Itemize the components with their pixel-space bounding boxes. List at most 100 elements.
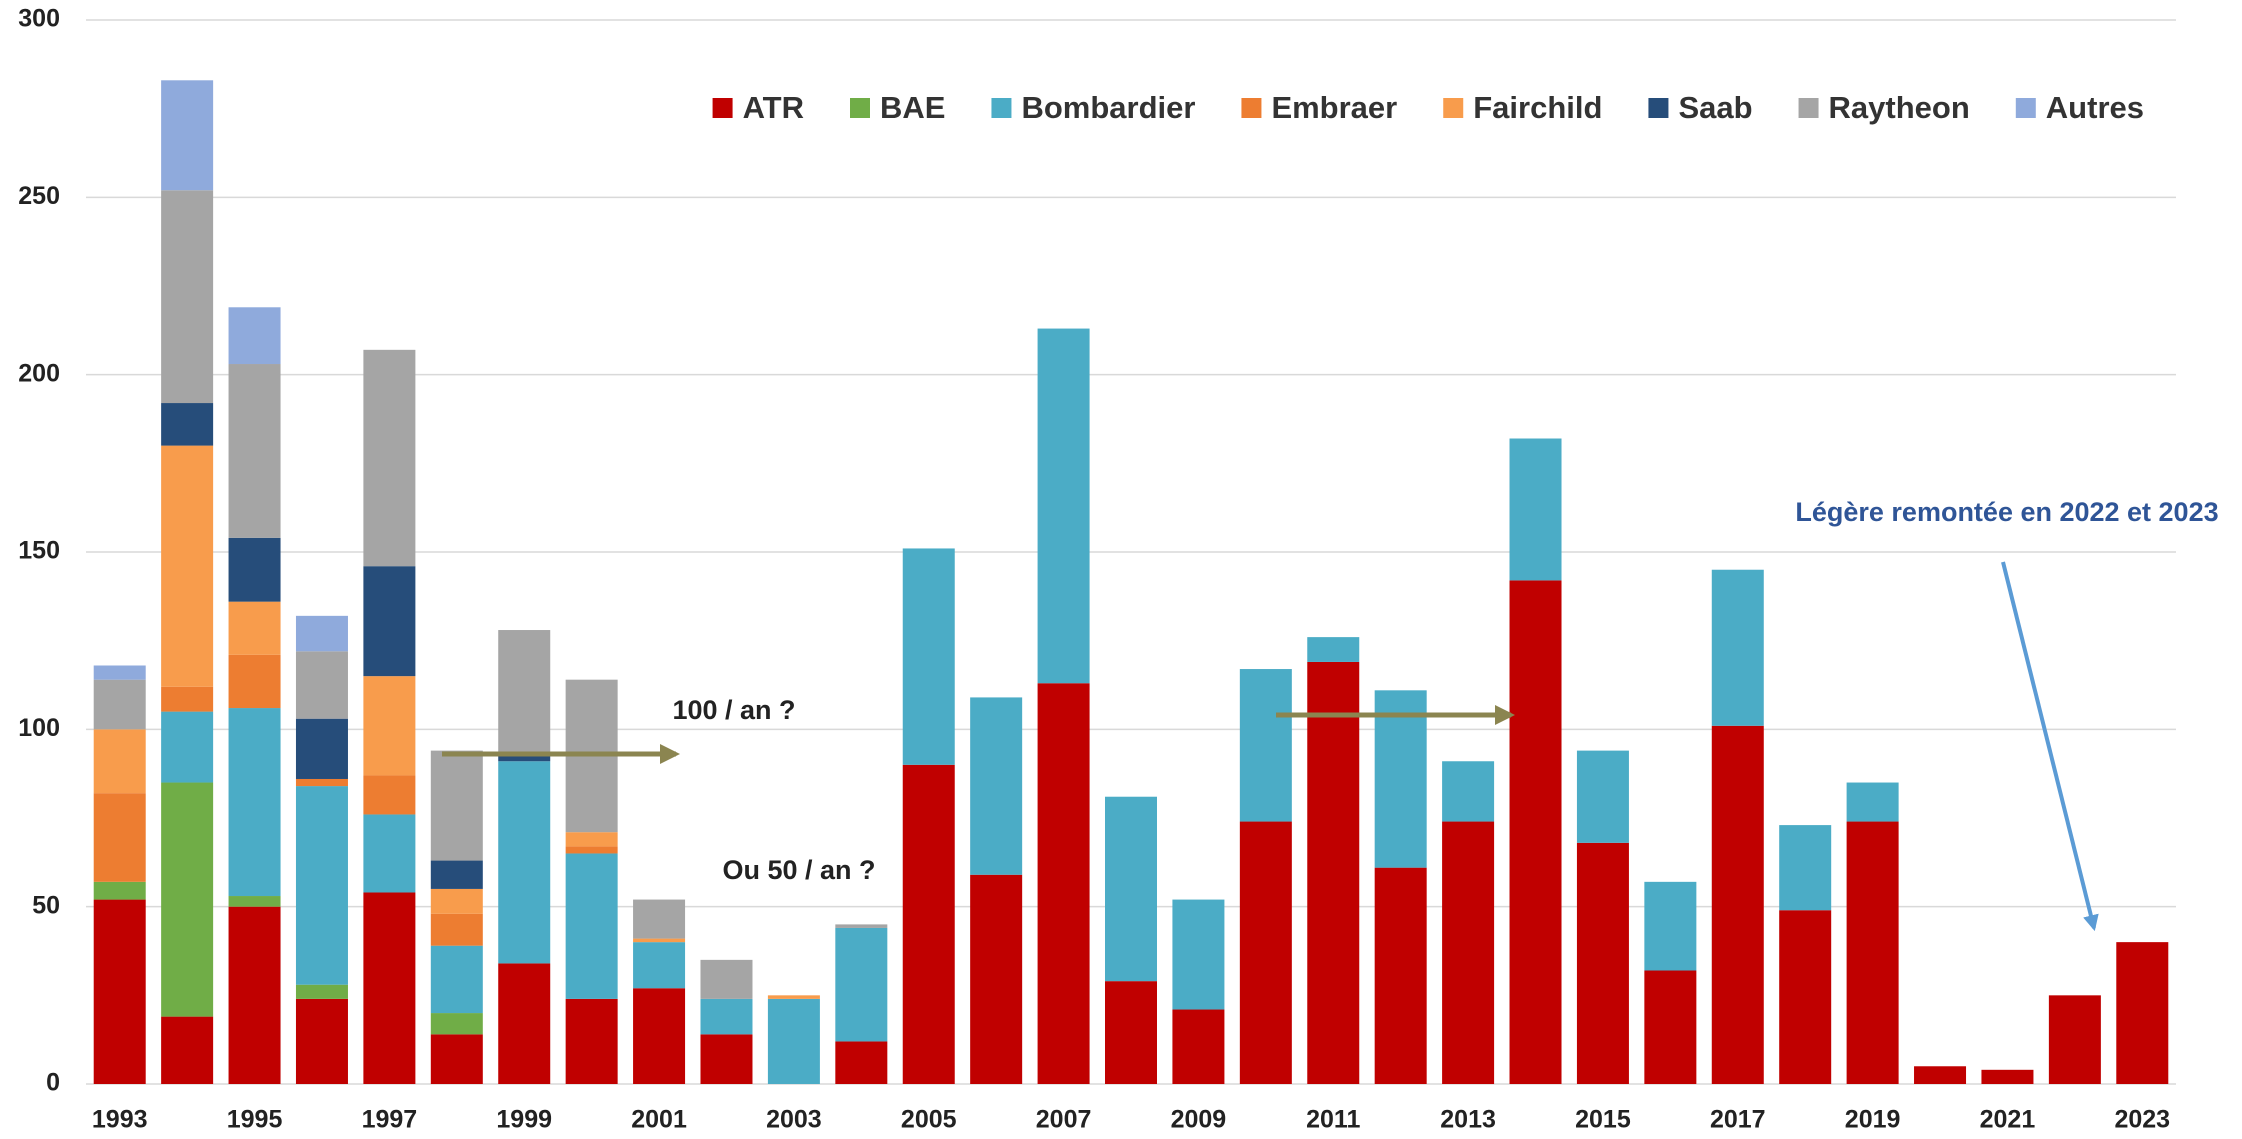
bar-segment bbox=[565, 998, 618, 1084]
bar-segment bbox=[228, 708, 281, 897]
bar-segment bbox=[1105, 981, 1157, 1084]
bar-segment bbox=[700, 1034, 753, 1084]
x-tick-label: 2023 bbox=[2114, 1106, 2170, 1134]
bar-segment bbox=[228, 601, 281, 655]
bar-segment bbox=[363, 892, 416, 1084]
bar-segment bbox=[1307, 661, 1360, 1084]
bar-segment bbox=[1644, 970, 1697, 1084]
bar-segment bbox=[161, 1016, 214, 1084]
x-tick-label: 1997 bbox=[362, 1106, 418, 1134]
y-tick-label: 0 bbox=[46, 1069, 60, 1097]
bar-segment bbox=[970, 874, 1023, 1084]
bar-segment bbox=[295, 718, 348, 779]
bar-segment bbox=[93, 793, 146, 882]
y-tick-label: 100 bbox=[18, 714, 60, 742]
legend-label: Fairchild bbox=[1473, 90, 1602, 125]
bar-segment bbox=[430, 1013, 483, 1035]
bar-segment bbox=[633, 942, 686, 989]
x-tick-label: 2009 bbox=[1171, 1106, 1227, 1134]
legend-swatch bbox=[991, 98, 1012, 118]
bar-segment bbox=[1779, 910, 1832, 1084]
legend-label: BAE bbox=[880, 90, 945, 125]
annotation: Ou 50 / an ? bbox=[722, 855, 875, 885]
bar-segment bbox=[430, 750, 483, 861]
y-tick-label: 50 bbox=[32, 891, 60, 919]
legend-label: Raytheon bbox=[1829, 90, 1970, 125]
bar-segment bbox=[1509, 438, 1562, 581]
bar-segment bbox=[1307, 637, 1360, 662]
bar-segment bbox=[161, 80, 214, 191]
bar-segment bbox=[1239, 669, 1292, 822]
bar-segment bbox=[161, 782, 214, 1017]
bar-segment bbox=[295, 984, 348, 999]
legend-swatch bbox=[2015, 98, 2036, 118]
x-tick-label: 2015 bbox=[1575, 1106, 1631, 1134]
bar-segment bbox=[161, 686, 214, 712]
arrow bbox=[2001, 561, 2099, 932]
bar-segment bbox=[1239, 821, 1292, 1084]
bar-segment bbox=[700, 959, 753, 999]
bar-segment bbox=[161, 711, 214, 783]
bar-segment bbox=[93, 899, 146, 1084]
x-tick-label: 2021 bbox=[1980, 1106, 2036, 1134]
bar-segment bbox=[430, 913, 483, 946]
bar-segment bbox=[93, 881, 146, 900]
bar-segment bbox=[633, 899, 686, 939]
bar-segment bbox=[1846, 782, 1899, 822]
bar-segment bbox=[228, 906, 281, 1084]
bar-segment bbox=[1374, 867, 1427, 1084]
bar-segment bbox=[565, 853, 618, 999]
bar-segment bbox=[835, 927, 888, 1042]
legend-label: Embraer bbox=[1271, 90, 1397, 125]
y-tick-label: 300 bbox=[18, 5, 60, 33]
legend-label: Autres bbox=[2046, 90, 2144, 125]
bar-segment bbox=[1509, 580, 1562, 1084]
bar-segment bbox=[228, 537, 281, 602]
bar-segment bbox=[1172, 1009, 1225, 1084]
x-tick-label: 1993 bbox=[92, 1106, 148, 1134]
bar-segment bbox=[430, 888, 483, 914]
bar-segment bbox=[228, 896, 281, 907]
bar-segment bbox=[295, 778, 348, 787]
bar-segment bbox=[902, 764, 955, 1084]
bar-segment bbox=[498, 761, 551, 964]
x-tick-label: 2017 bbox=[1710, 1106, 1766, 1134]
bar-segment bbox=[633, 988, 686, 1084]
bar-segment bbox=[93, 665, 146, 680]
bar-segment bbox=[1576, 842, 1629, 1084]
bar-segment bbox=[1105, 796, 1157, 982]
bar-segment bbox=[295, 615, 348, 652]
bar-segment bbox=[902, 548, 955, 765]
bar-segment bbox=[430, 860, 483, 889]
y-tick-label: 200 bbox=[18, 359, 60, 387]
legend-swatch bbox=[1241, 98, 1262, 118]
legend-swatch bbox=[1798, 98, 1819, 118]
legend-label: Saab bbox=[1678, 90, 1752, 125]
bar-segment bbox=[93, 729, 146, 794]
bar-segment bbox=[970, 697, 1023, 875]
bar-segment bbox=[1644, 881, 1697, 971]
bar-segment bbox=[565, 832, 618, 847]
bar-segment bbox=[363, 566, 416, 677]
x-tick-label: 2007 bbox=[1036, 1106, 1092, 1134]
x-tick-label: 1995 bbox=[227, 1106, 283, 1134]
x-tick-label: 2001 bbox=[631, 1106, 687, 1134]
bar-segment bbox=[1846, 821, 1899, 1084]
bar-segment bbox=[363, 814, 416, 893]
bar-segment bbox=[835, 1041, 888, 1084]
bar-segment bbox=[835, 924, 888, 928]
bar-segment bbox=[363, 349, 416, 567]
x-tick-label: 2011 bbox=[1306, 1106, 1360, 1134]
bar-segment bbox=[2116, 942, 2169, 1084]
bar-segment bbox=[228, 364, 281, 538]
bar-segment bbox=[1576, 750, 1629, 843]
annotation: 100 / an ? bbox=[672, 695, 795, 725]
legend-swatch bbox=[1443, 98, 1464, 118]
legend-swatch bbox=[850, 98, 870, 118]
bar-segment bbox=[430, 945, 483, 1014]
bar-segment bbox=[93, 679, 146, 730]
bar-segment bbox=[295, 786, 348, 985]
x-tick-label: 1999 bbox=[496, 1106, 552, 1134]
bar-segment bbox=[1779, 825, 1832, 911]
